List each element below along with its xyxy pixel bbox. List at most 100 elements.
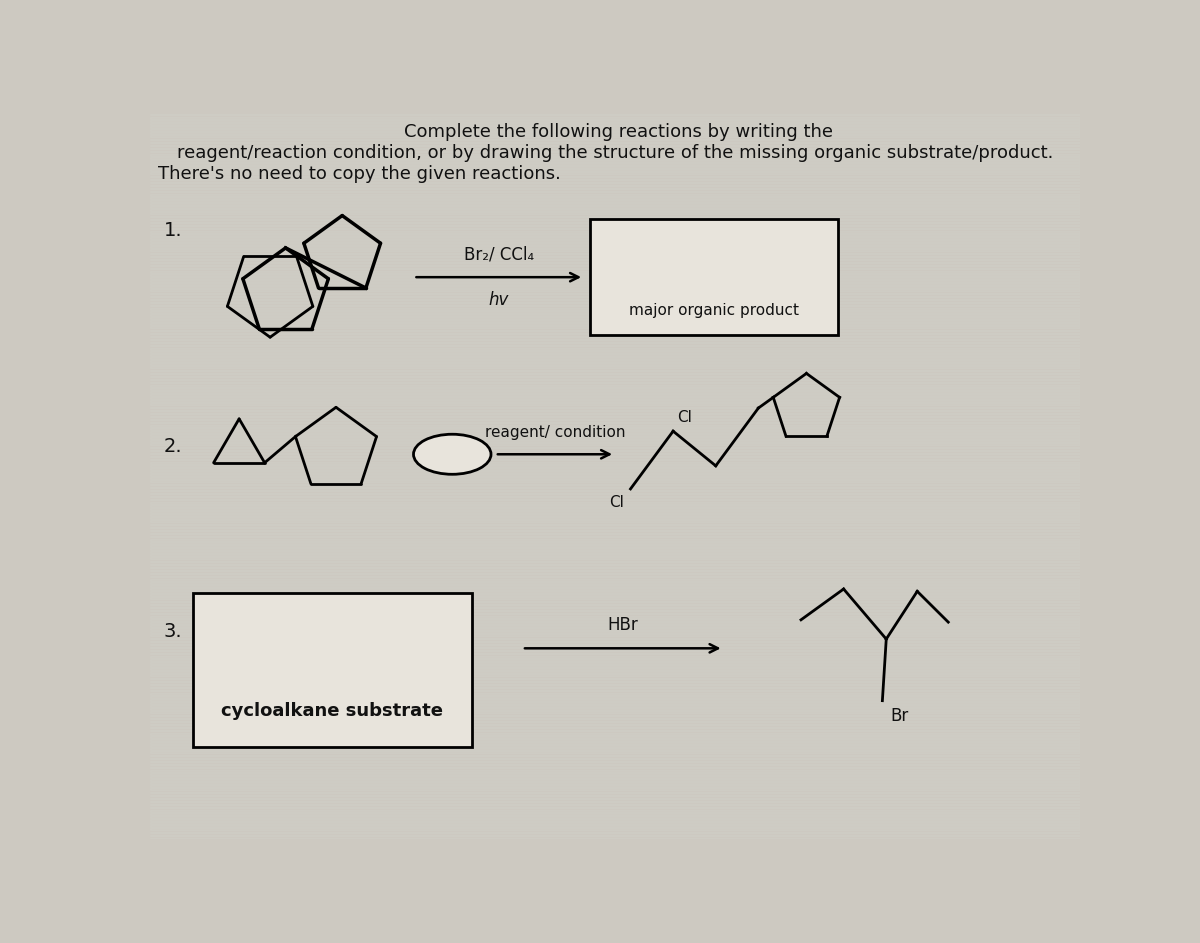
Bar [150, 178, 1080, 180]
Bar [150, 711, 1080, 713]
Text: Br₂/ CCl₄: Br₂/ CCl₄ [463, 245, 534, 263]
Bar [150, 810, 1080, 812]
Bar [150, 727, 1080, 728]
Bar [150, 351, 1080, 353]
Bar [150, 385, 1080, 387]
Bar [150, 234, 1080, 236]
Bar [150, 610, 1080, 611]
Bar [150, 604, 1080, 605]
Bar [150, 572, 1080, 574]
Bar [150, 567, 1080, 569]
Bar [150, 552, 1080, 553]
Bar [150, 795, 1080, 796]
Bar [150, 459, 1080, 460]
Bar [150, 262, 1080, 263]
Bar [150, 622, 1080, 623]
Bar [150, 628, 1080, 630]
Bar [150, 514, 1080, 516]
Bar [150, 653, 1080, 654]
Bar [150, 416, 1080, 418]
Bar [150, 434, 1080, 436]
Bar [150, 157, 1080, 158]
Text: Cl: Cl [677, 410, 692, 425]
Bar [150, 314, 1080, 316]
Bar [150, 287, 1080, 288]
Bar [150, 447, 1080, 448]
Bar [150, 419, 1080, 421]
Bar [150, 431, 1080, 433]
Bar [150, 292, 1080, 294]
Bar [150, 619, 1080, 620]
Text: 2.: 2. [164, 437, 182, 456]
Bar [150, 484, 1080, 485]
Bar [150, 139, 1080, 141]
Bar [150, 185, 1080, 187]
Bar [150, 754, 1080, 756]
Bar [150, 752, 1080, 753]
Bar [150, 837, 1080, 839]
Bar [150, 606, 1080, 608]
Bar [150, 671, 1080, 673]
Bar [150, 588, 1080, 589]
Bar [150, 126, 1080, 128]
Bar [150, 564, 1080, 565]
Bar [150, 355, 1080, 356]
Bar [150, 798, 1080, 800]
Bar [150, 114, 1080, 115]
Bar [150, 453, 1080, 455]
Bar [150, 120, 1080, 122]
Bar [150, 819, 1080, 820]
Text: 3.: 3. [164, 621, 182, 641]
Bar [150, 141, 1080, 143]
Bar [150, 582, 1080, 584]
Bar [150, 222, 1080, 223]
Bar [150, 326, 1080, 328]
Bar [150, 637, 1080, 639]
Bar [150, 173, 1080, 174]
Bar [150, 382, 1080, 384]
Bar [150, 678, 1080, 679]
Bar [150, 761, 1080, 762]
Bar [150, 357, 1080, 358]
Bar [193, 593, 472, 747]
Bar [150, 401, 1080, 402]
Bar [150, 283, 1080, 285]
Text: 1.: 1. [164, 222, 182, 240]
Bar [150, 144, 1080, 146]
Bar [150, 724, 1080, 725]
Bar [150, 705, 1080, 707]
Text: HBr: HBr [607, 617, 638, 635]
Bar [150, 170, 1080, 171]
Bar [150, 363, 1080, 365]
Bar [150, 687, 1080, 688]
Bar [150, 674, 1080, 676]
Bar [150, 749, 1080, 750]
Text: Br: Br [890, 707, 908, 725]
Text: cycloalkane substrate: cycloalkane substrate [221, 702, 443, 720]
Bar [150, 317, 1080, 319]
Bar [150, 662, 1080, 664]
Bar [150, 237, 1080, 239]
Bar [150, 413, 1080, 414]
Bar [150, 299, 1080, 300]
Bar [150, 665, 1080, 667]
Bar [150, 333, 1080, 334]
Bar [150, 250, 1080, 251]
Bar [150, 151, 1080, 153]
Bar [150, 776, 1080, 778]
Bar [150, 477, 1080, 479]
Bar [150, 450, 1080, 451]
Bar [150, 779, 1080, 781]
Bar [150, 243, 1080, 245]
Bar [150, 530, 1080, 531]
Bar [150, 773, 1080, 774]
Bar [150, 148, 1080, 149]
Bar [150, 311, 1080, 312]
Bar [150, 493, 1080, 494]
Bar [150, 258, 1080, 260]
Bar [150, 246, 1080, 248]
Bar [150, 720, 1080, 722]
Bar [150, 280, 1080, 282]
Bar [150, 188, 1080, 190]
Bar [150, 730, 1080, 732]
